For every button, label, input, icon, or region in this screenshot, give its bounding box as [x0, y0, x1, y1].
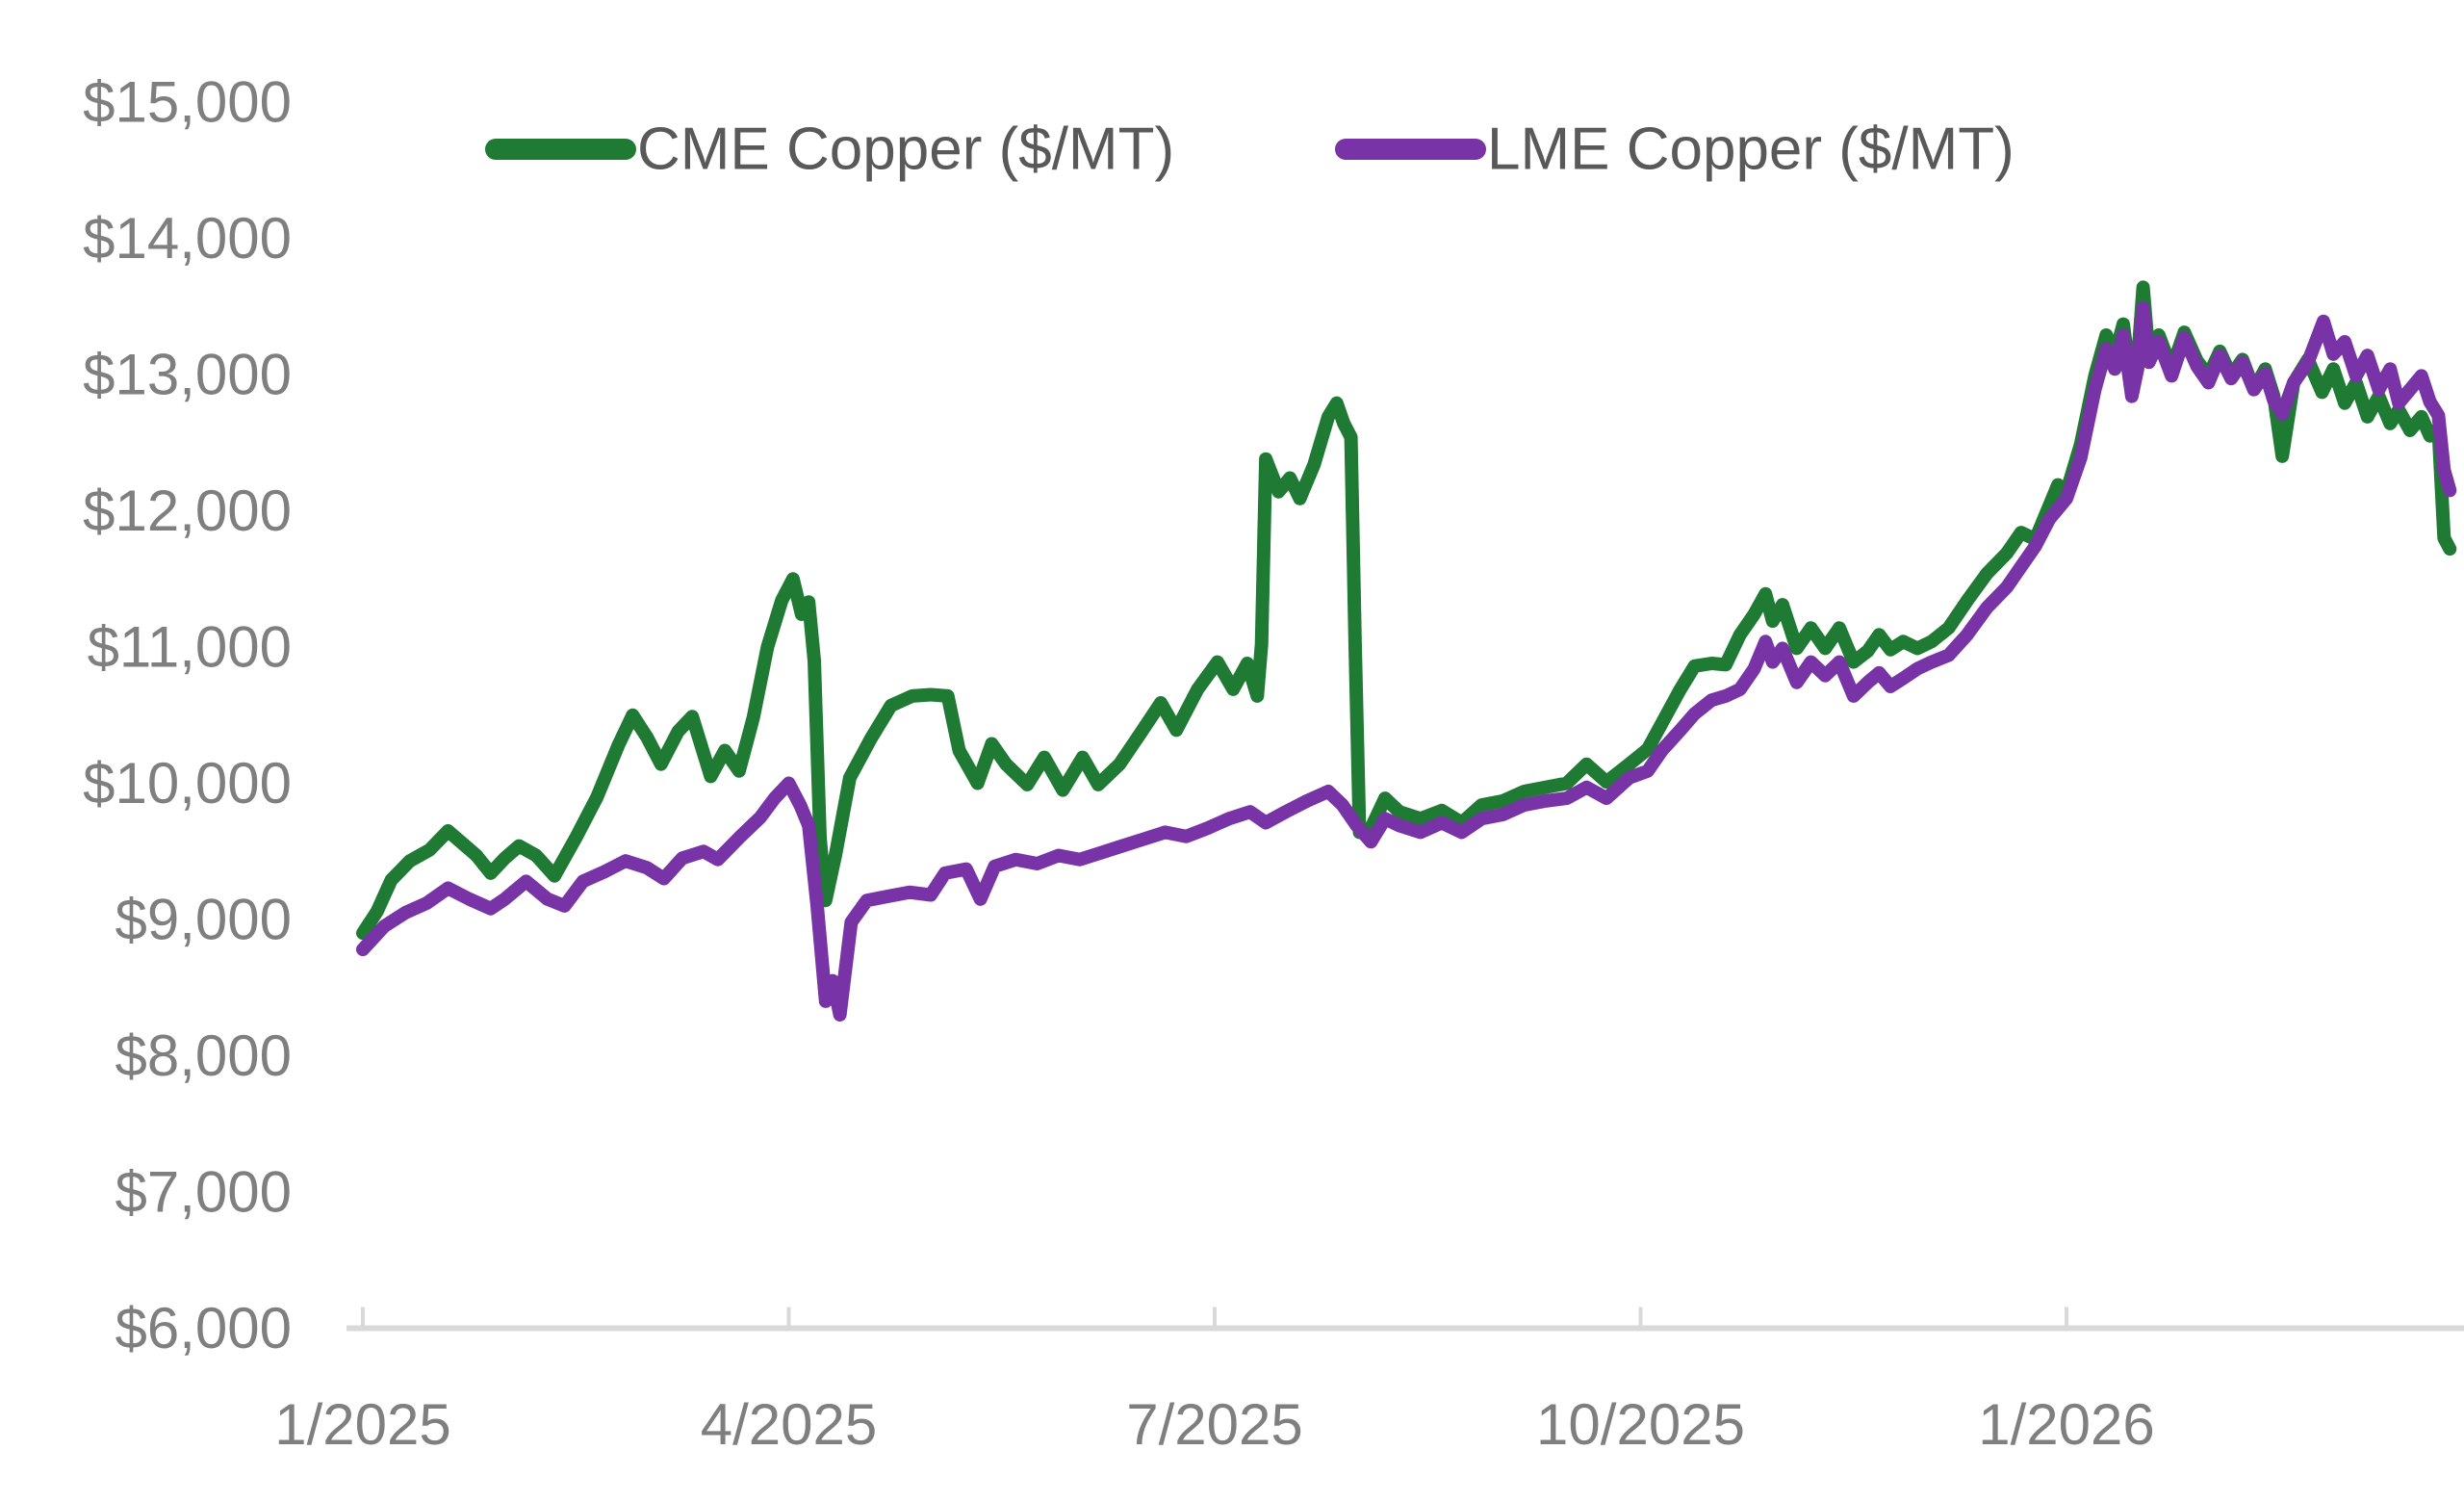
y-tick-label: $15,000 [83, 70, 292, 135]
y-tick-label: $10,000 [83, 751, 292, 816]
y-tick-label: $9,000 [115, 888, 292, 952]
x-tick-label: 1/2026 [1978, 1392, 2155, 1457]
x-tick-label: 10/2025 [1536, 1392, 1745, 1457]
legend-item-lme: LME Copper ($/MT) [1335, 117, 2015, 183]
y-tick-label: $14,000 [83, 206, 292, 271]
x-tick-label: 7/2025 [1126, 1392, 1303, 1457]
y-tick-label: $11,000 [88, 615, 292, 680]
y-tick-label: $12,000 [83, 479, 292, 543]
x-tick-label: 4/2025 [701, 1392, 878, 1457]
y-tick-label: $8,000 [115, 1023, 292, 1088]
y-tick-label: $13,000 [83, 343, 292, 407]
legend-item-cme: CME Copper ($/MT) [485, 117, 1174, 183]
lme-copper-line [356, 300, 2457, 1022]
legend-label-cme: CME Copper ($/MT) [637, 117, 1174, 183]
y-tick-label: $6,000 [115, 1296, 292, 1360]
y-tick-label: $7,000 [115, 1160, 292, 1225]
legend-label-lme: LME Copper ($/MT) [1487, 117, 2015, 183]
x-tick-label: 1/2025 [274, 1392, 451, 1457]
